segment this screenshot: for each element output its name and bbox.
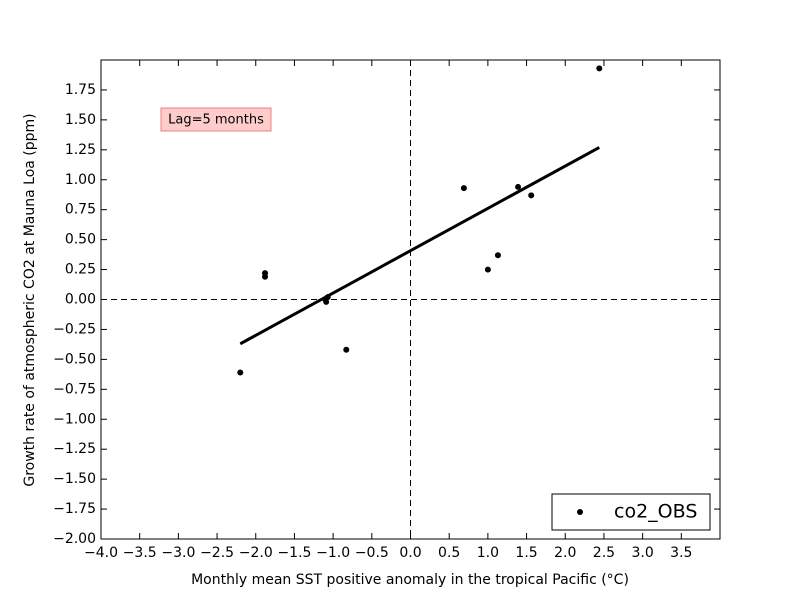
x-tick-label: 3.5: [670, 545, 692, 561]
x-tick-label: 1.5: [515, 545, 537, 561]
y-tick-label: −0.50: [53, 351, 96, 367]
point: [460, 185, 467, 192]
y-tick-label: 0.75: [65, 202, 96, 218]
x-tick-label: −3.5: [123, 545, 157, 561]
x-tick-label: 2.0: [554, 545, 576, 561]
plot-frame: [100, 59, 721, 540]
x-tick-label: 1.0: [477, 545, 499, 561]
point: [515, 183, 522, 190]
annotation: Lag=5 months: [168, 113, 264, 128]
y-tick-label: 0.25: [65, 262, 96, 278]
y-tick-label: −1.25: [53, 441, 96, 457]
x-tick-label: −2.5: [200, 545, 234, 561]
y-tick-label: −0.25: [53, 321, 96, 337]
x-axis-label: Monthly mean SST positive anomaly in the…: [191, 572, 629, 588]
y-tick-label: −0.75: [53, 381, 96, 397]
y-tick-label: −1.00: [53, 411, 96, 427]
y-tick-label: 1.50: [65, 112, 96, 128]
y-axis-label: Growth rate of atmospheric CO2 at Mauna …: [22, 113, 38, 486]
y-tick-label: 1.25: [65, 142, 96, 158]
y-tick-label: −1.50: [53, 471, 96, 487]
legend-marker: [577, 509, 583, 515]
y-tick-label: 1.75: [65, 82, 96, 98]
x-tick-label: −3.0: [161, 545, 195, 561]
x-tick-label: −1.5: [277, 545, 311, 561]
point: [262, 273, 269, 280]
y-tick-label: 1.00: [65, 172, 96, 188]
x-tick-label: −4.0: [84, 545, 118, 561]
point: [494, 252, 501, 259]
x-tick-label: 3.0: [631, 545, 653, 561]
y-tick-label: 0.00: [65, 292, 96, 308]
legend-label: co2_OBS: [614, 501, 697, 523]
fit-line: [239, 146, 601, 346]
point: [484, 266, 491, 273]
point: [596, 65, 603, 72]
point: [237, 369, 244, 376]
x-tick-label: 2.5: [593, 545, 615, 561]
point: [322, 296, 329, 303]
x-tick-label: −1.0: [316, 545, 350, 561]
y-tick-label: −2.00: [53, 531, 96, 547]
y-tick-label: 0.50: [65, 232, 96, 248]
point: [343, 346, 350, 353]
x-tick-label: −0.5: [355, 545, 389, 561]
x-tick-label: 0.0: [399, 545, 421, 561]
x-tick-label: 0.5: [438, 545, 460, 561]
point: [528, 192, 535, 199]
y-tick-label: −1.75: [53, 501, 96, 517]
x-tick-label: −2.0: [239, 545, 273, 561]
annotation-box: [160, 107, 272, 132]
